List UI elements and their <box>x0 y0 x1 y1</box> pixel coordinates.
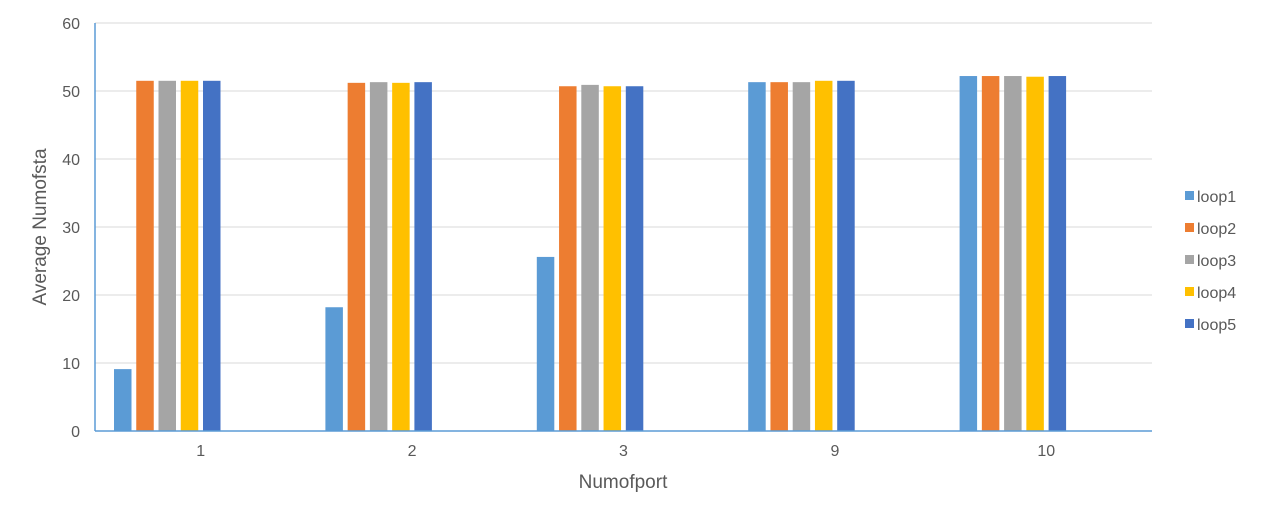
legend-item-loop4: loop4 <box>1185 285 1236 302</box>
bar-loop5-10 <box>1048 76 1067 431</box>
bar-loop4-3 <box>603 86 622 432</box>
x-tick-label: 9 <box>830 443 839 460</box>
axes <box>94 23 1152 432</box>
bar-loop4-2 <box>392 82 410 431</box>
bar-loop3-1 <box>158 80 176 432</box>
bar-loop2-9 <box>770 82 788 431</box>
bar-loop3-9 <box>792 82 811 431</box>
legend: loop1 loop2 loop3 loop4 loop5 <box>1185 189 1236 334</box>
bar-loop2-1 <box>136 80 154 432</box>
series-loop5 <box>203 76 1067 432</box>
legend-label: loop5 <box>1197 317 1236 334</box>
legend-label: loop1 <box>1197 189 1236 206</box>
y-tick-label: 60 <box>62 16 80 33</box>
bar-loop1-2 <box>325 307 343 431</box>
legend-label: loop2 <box>1197 221 1236 238</box>
bar-loop5-3 <box>625 86 644 432</box>
y-axis-tick-labels: 0 10 20 30 40 50 60 <box>62 16 80 441</box>
legend-item-loop5: loop5 <box>1185 317 1236 334</box>
series-loop4 <box>180 76 1044 432</box>
bar-loop1-3 <box>536 256 555 431</box>
bar-loop5-1 <box>203 80 221 432</box>
bar-loop1-9 <box>748 82 766 431</box>
bar-loop3-2 <box>369 82 388 431</box>
legend-item-loop1: loop1 <box>1185 189 1236 206</box>
series-loop2 <box>136 76 1000 432</box>
legend-item-loop3: loop3 <box>1185 253 1236 270</box>
y-tick-label: 40 <box>62 152 80 169</box>
x-axis-title: Numofport <box>579 472 668 493</box>
y-tick-label: 10 <box>62 356 80 373</box>
y-tick-label: 50 <box>62 84 80 101</box>
bar-loop3-3 <box>581 84 599 431</box>
legend-label: loop4 <box>1197 285 1236 302</box>
y-tick-label: 0 <box>71 424 80 441</box>
x-tick-label: 3 <box>619 443 628 460</box>
x-tick-label: 10 <box>1037 443 1055 460</box>
gridlines <box>95 22 1152 364</box>
legend-label: loop3 <box>1197 253 1236 270</box>
y-axis-title: Average Numofsta <box>30 148 51 305</box>
bar-loop4-10 <box>1026 76 1044 431</box>
legend-swatch <box>1185 255 1194 264</box>
x-tick-label: 2 <box>408 443 417 460</box>
x-axis-tick-labels: 1 2 3 9 10 <box>196 443 1055 460</box>
legend-swatch <box>1185 287 1194 296</box>
bar-loop2-10 <box>981 76 1000 431</box>
bars <box>114 76 1067 432</box>
bar-loop1-10 <box>959 76 978 431</box>
legend-swatch <box>1185 319 1194 328</box>
x-tick-label: 1 <box>196 443 205 460</box>
series-loop3 <box>158 76 1022 432</box>
bar-loop5-2 <box>414 82 432 431</box>
bar-loop4-9 <box>814 80 833 432</box>
y-tick-label: 30 <box>62 220 80 237</box>
bar-loop2-3 <box>559 86 577 432</box>
legend-swatch <box>1185 191 1194 200</box>
legend-swatch <box>1185 223 1194 232</box>
y-tick-label: 20 <box>62 288 80 305</box>
series-loop1 <box>114 76 978 431</box>
legend-item-loop2: loop2 <box>1185 221 1236 238</box>
bar-loop4-1 <box>180 80 199 432</box>
bar-loop1-1 <box>114 369 132 431</box>
bar-loop2-2 <box>347 82 366 431</box>
bar-loop5-9 <box>837 80 855 432</box>
bar-loop3-10 <box>1004 76 1022 431</box>
